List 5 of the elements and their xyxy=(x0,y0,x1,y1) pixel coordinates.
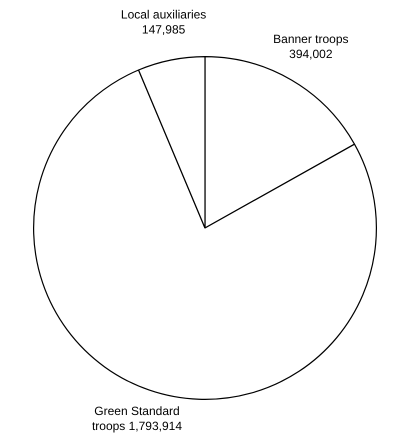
slice-label: Banner troops xyxy=(273,32,349,46)
slice-label: Green Standard troops 1,793,914 xyxy=(92,404,182,433)
slice-label: Local auxiliaries xyxy=(120,8,206,22)
data-label: 394,002 xyxy=(289,47,333,62)
data-label: 147,985 xyxy=(142,22,186,37)
